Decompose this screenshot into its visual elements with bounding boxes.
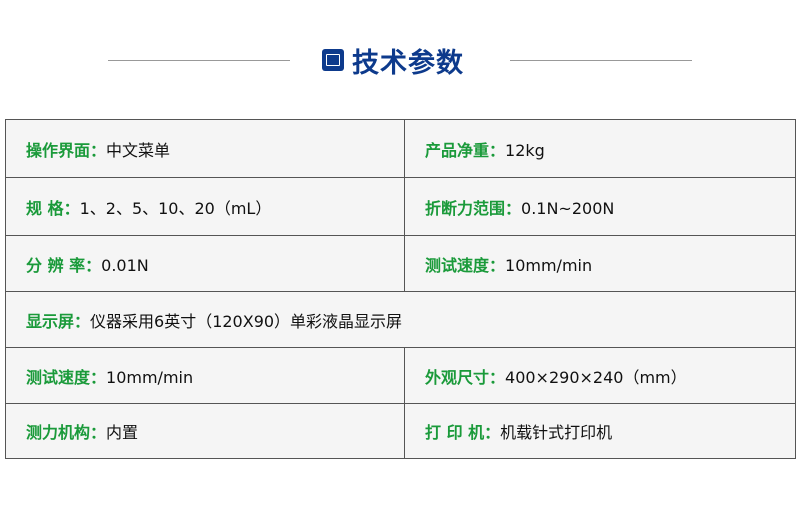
spec-value: 中文菜单 bbox=[106, 140, 171, 160]
spec-value: 0.01N bbox=[101, 255, 149, 275]
table-row: 分 辨 率：0.01N 测试速度：10mm/min bbox=[5, 235, 796, 292]
spec-label: 折断力范围： bbox=[425, 198, 522, 218]
spec-label: 测试速度： bbox=[26, 367, 107, 387]
spec-value: 1、2、5、10、20（mL） bbox=[79, 198, 272, 218]
spec-cell: 产品净重：12kg bbox=[404, 119, 796, 178]
section-title-text: 技术参数 bbox=[352, 47, 464, 79]
table-row: 操作界面：中文菜单 产品净重：12kg bbox=[5, 119, 796, 178]
spec-value: 机载针式打印机 bbox=[500, 423, 613, 442]
spec-label: 外观尺寸： bbox=[425, 367, 506, 387]
spec-value: 10mm/min bbox=[505, 255, 593, 275]
spec-label: 分 辨 率： bbox=[26, 255, 102, 275]
spec-cell: 显示屏：仪器采用6英寸（120X90）单彩液晶显示屏 bbox=[5, 291, 796, 348]
spec-cell: 测试速度：10mm/min bbox=[5, 347, 405, 404]
table-row: 规 格：1、2、5、10、20（mL） 折断力范围：0.1N~200N bbox=[5, 177, 796, 236]
spec-label: 操作界面： bbox=[26, 140, 107, 160]
spec-cell: 外观尺寸：400×290×240（mm） bbox=[404, 347, 796, 404]
spec-value: 10mm/min bbox=[106, 367, 194, 387]
spec-label: 产品净重： bbox=[425, 140, 506, 160]
spec-cell: 操作界面：中文菜单 bbox=[5, 119, 405, 178]
section-title: 技术参数 bbox=[322, 40, 464, 80]
spec-value: 仪器采用6英寸（120X90）单彩液晶显示屏 bbox=[90, 311, 403, 331]
spec-cell: 打 印 机：机载针式打印机 bbox=[404, 403, 796, 459]
table-row: 测试速度：10mm/min 外观尺寸：400×290×240（mm） bbox=[5, 347, 796, 404]
spec-value: 12kg bbox=[505, 140, 545, 160]
spec-cell: 折断力范围：0.1N~200N bbox=[404, 177, 796, 236]
table-row: 测力机构：内置 打 印 机：机载针式打印机 bbox=[5, 403, 796, 459]
spec-label: 打 印 机： bbox=[425, 423, 501, 442]
spec-label: 测试速度： bbox=[425, 255, 506, 275]
spec-value: 400×290×240（mm） bbox=[505, 367, 687, 387]
spec-document-icon bbox=[322, 49, 344, 71]
spec-cell: 测力机构：内置 bbox=[5, 403, 405, 459]
spec-value: 内置 bbox=[106, 423, 139, 442]
spec-label: 显示屏： bbox=[26, 311, 91, 331]
spec-value: 0.1N~200N bbox=[521, 198, 615, 218]
spec-cell: 测试速度：10mm/min bbox=[404, 235, 796, 292]
spec-label: 规 格： bbox=[26, 198, 80, 218]
spec-cell: 规 格：1、2、5、10、20（mL） bbox=[5, 177, 405, 236]
spec-label: 测力机构： bbox=[26, 423, 107, 442]
title-divider-right bbox=[510, 60, 692, 61]
spec-cell: 分 辨 率：0.01N bbox=[5, 235, 405, 292]
spec-table: 操作界面：中文菜单 产品净重：12kg 规 格：1、2、5、10、20（mL） … bbox=[5, 119, 796, 459]
table-row: 显示屏：仪器采用6英寸（120X90）单彩液晶显示屏 bbox=[5, 291, 796, 348]
title-divider-left bbox=[108, 60, 290, 61]
